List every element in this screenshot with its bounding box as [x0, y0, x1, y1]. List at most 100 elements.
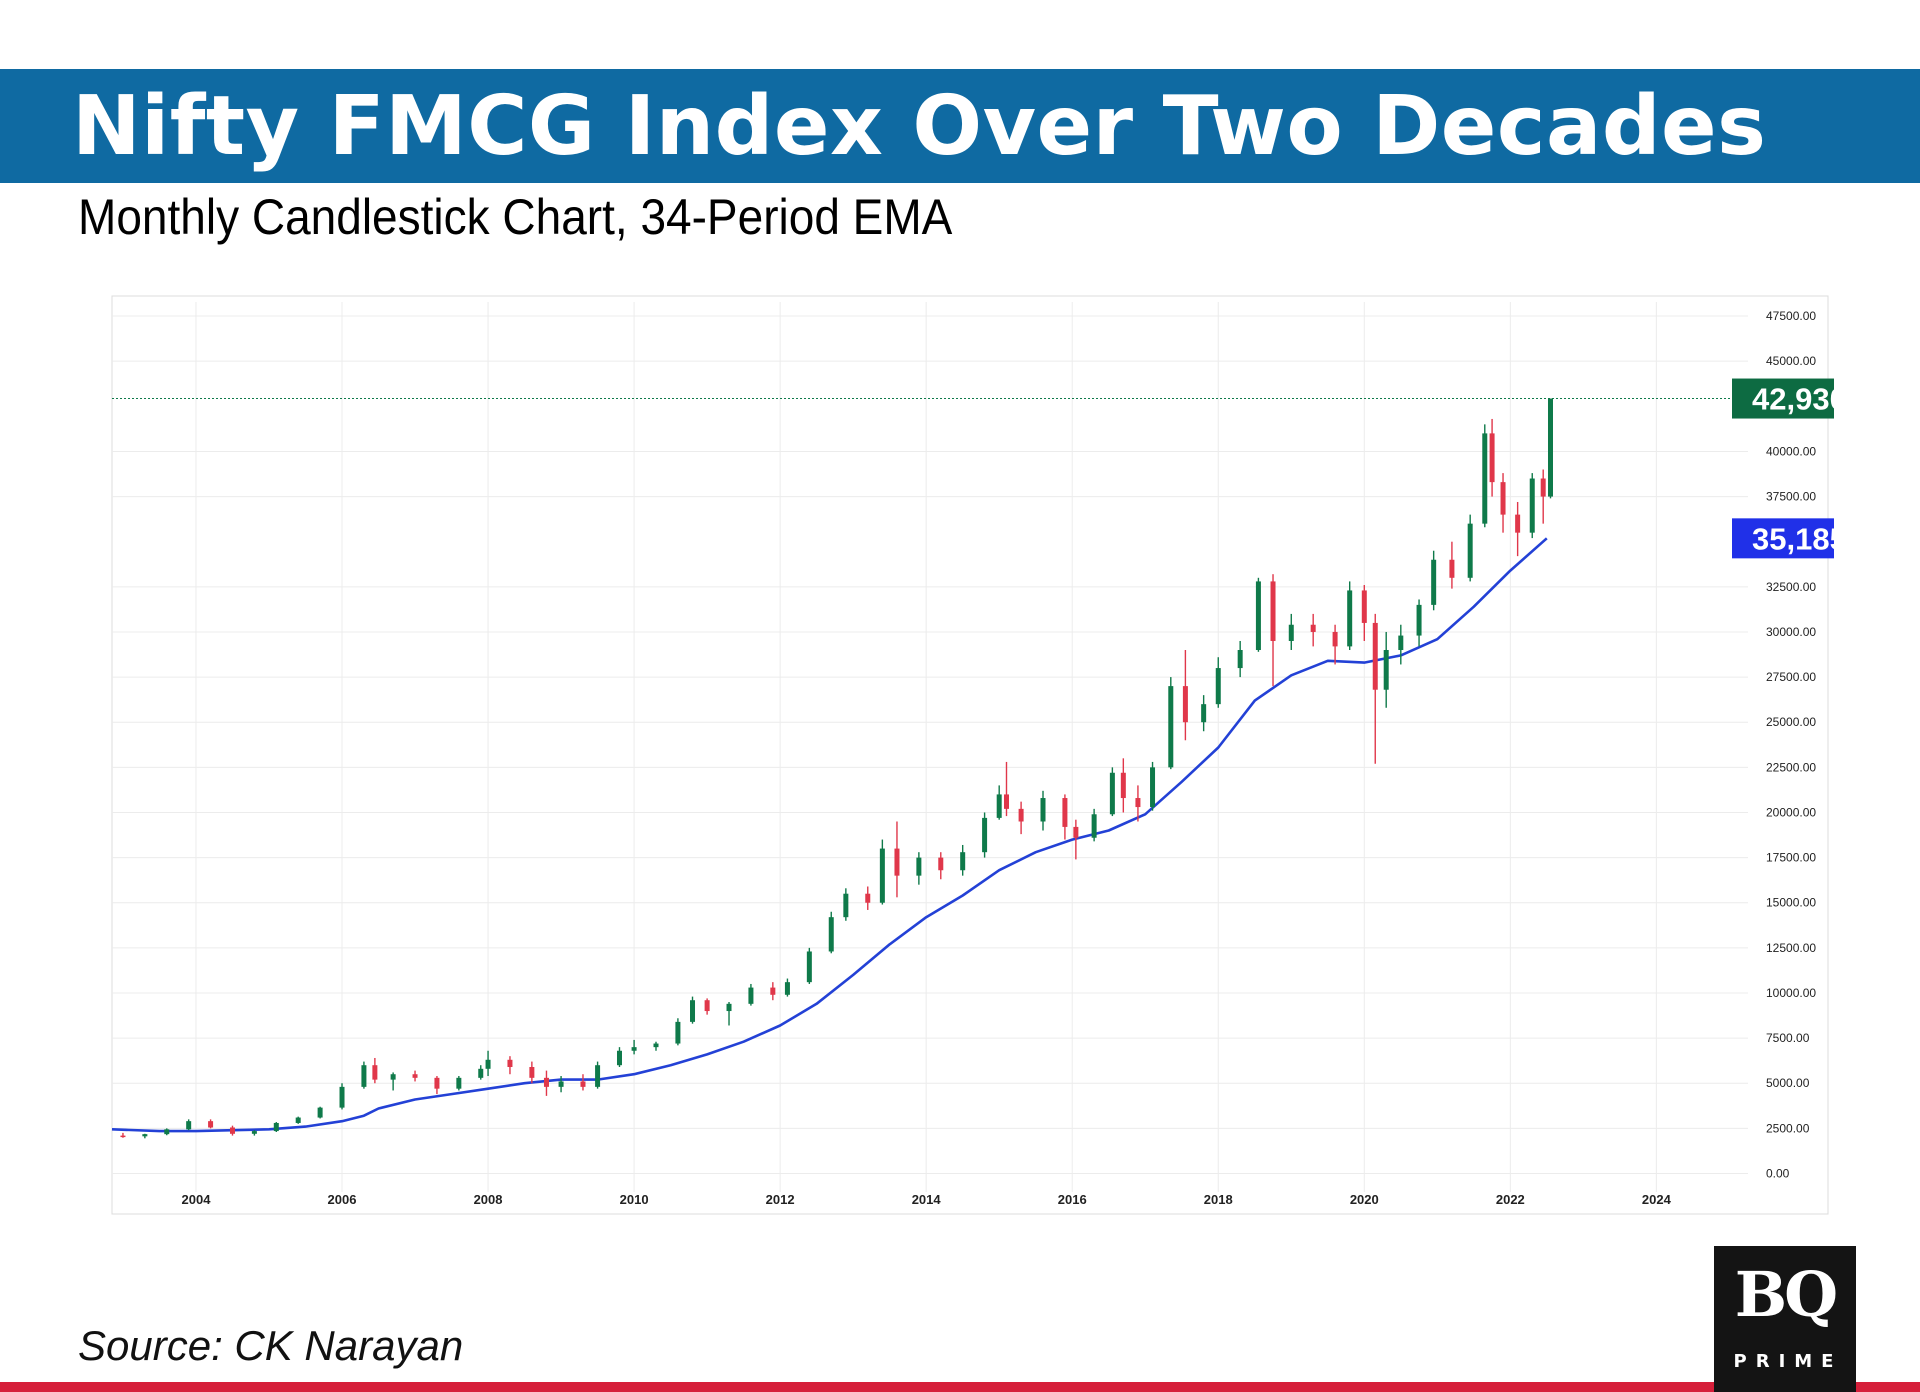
candle-body [916, 857, 922, 876]
candle-body [1332, 631, 1338, 647]
candle-body [1449, 559, 1455, 578]
candle-body [507, 1059, 513, 1068]
candle-body [295, 1117, 301, 1123]
candle-body [1372, 622, 1378, 690]
candle-body [1416, 604, 1422, 636]
y-tick-label: 17500.00 [1766, 851, 1816, 865]
y-tick-label: 45000.00 [1766, 354, 1816, 368]
chart-subtitle: Monthly Candlestick Chart, 34-Period EMA [78, 189, 953, 245]
candle-body [186, 1121, 192, 1130]
y-tick-label: 20000.00 [1766, 805, 1816, 819]
candle-body [251, 1131, 257, 1134]
candle-body [1237, 650, 1243, 669]
y-tick-label: 2500.00 [1766, 1121, 1810, 1135]
candle-body [1091, 814, 1097, 838]
ema-line [111, 537, 1548, 1133]
x-tick-label: 2014 [912, 1192, 942, 1207]
candle-body [229, 1127, 235, 1134]
candle-body [273, 1122, 279, 1132]
candle-body [1018, 808, 1024, 822]
candle-body [339, 1086, 345, 1108]
candle-body [938, 857, 944, 871]
candle-body [120, 1135, 126, 1138]
candle-body [1383, 650, 1389, 690]
candle-body [982, 817, 988, 853]
y-tick-label: 40000.00 [1766, 444, 1816, 458]
candle-body [894, 848, 900, 876]
candle-body [806, 951, 812, 983]
candle-body [1135, 798, 1141, 808]
candle-body [1288, 624, 1294, 641]
candle-body [879, 848, 885, 903]
candle-body [1040, 798, 1046, 822]
candle-body [1489, 433, 1495, 483]
bottom-rule [0, 1382, 1920, 1392]
y-tick-label: 7500.00 [1766, 1031, 1810, 1045]
candle-body [412, 1074, 418, 1078]
candle-body [164, 1129, 170, 1135]
x-tick-label: 2006 [328, 1192, 357, 1207]
x-tick-label: 2018 [1204, 1192, 1233, 1207]
candle-body [1310, 624, 1316, 632]
candle-body [1515, 514, 1521, 533]
candle-body [208, 1121, 214, 1128]
y-tick-label: 30000.00 [1766, 625, 1816, 639]
candle-body [1182, 686, 1188, 723]
candle-body [1073, 826, 1079, 838]
y-tick-label: 27500.00 [1766, 670, 1816, 684]
candle-body [960, 852, 966, 871]
x-tick-label: 2004 [182, 1192, 212, 1207]
bq-prime-logo: BQ PRIME [1714, 1246, 1856, 1392]
candle-body [390, 1074, 396, 1080]
x-tick-label: 2016 [1058, 1192, 1087, 1207]
candle-body [543, 1077, 549, 1087]
candle-body [1062, 798, 1068, 827]
candlestick-chart: 2004 2006 2008 2010 2012 2014 2016 2018 2020 2022… [111, 295, 1834, 1215]
candle-body [1540, 478, 1546, 497]
source-note: Source: CK Narayan [78, 1322, 464, 1369]
chart-area: 2004 2006 2008 2010 2012 2014 2016 2018 2020 2022… [110, 294, 1834, 1216]
chart-title: Nifty FMCG Index Over Two Decades [72, 79, 1767, 174]
candle-body [653, 1043, 659, 1048]
candle-body [1201, 704, 1207, 723]
y-tick-label: 37500.00 [1766, 490, 1816, 504]
ema-value-tag [1732, 518, 1834, 559]
candle-body [485, 1059, 491, 1069]
candle-body [1431, 559, 1437, 605]
candle-body [843, 893, 849, 918]
candle-body [1398, 635, 1404, 651]
candle-body [675, 1021, 681, 1044]
last-price-value: 42,930.90 [1752, 382, 1834, 417]
x-tick-label: 2012 [766, 1192, 795, 1207]
candle-body [1168, 686, 1174, 768]
candle-body [828, 917, 834, 952]
candle-body [456, 1077, 462, 1089]
y-tick-label: 32500.00 [1766, 580, 1816, 594]
y-tick-label: 47500.00 [1766, 309, 1816, 323]
candle-body [784, 982, 790, 995]
candle-body [1547, 398, 1553, 497]
last-price-tag [1732, 378, 1834, 419]
title-band [0, 69, 1920, 183]
y-tick-label: 5000.00 [1766, 1076, 1810, 1090]
candle-body [616, 1050, 622, 1066]
candle-body [361, 1065, 367, 1087]
x-tick-label: 2020 [1350, 1192, 1379, 1207]
y-tick-label: 22500.00 [1766, 760, 1816, 774]
candle-body [1255, 581, 1261, 651]
logo-subtitle: PRIME [1733, 1351, 1843, 1372]
candle-body [317, 1107, 323, 1118]
candle-body [558, 1081, 564, 1087]
candle-body [1500, 482, 1506, 515]
candle-body [1109, 772, 1115, 815]
logo-wordmark: BQ [1734, 1258, 1838, 1331]
candle-body [1467, 523, 1473, 578]
y-tick-label: 12500.00 [1766, 941, 1816, 955]
y-tick-label: 0.00 [1766, 1167, 1790, 1181]
candle-body [1361, 590, 1367, 623]
candle-body [726, 1003, 732, 1012]
candle-body [1482, 433, 1488, 524]
candle-body [142, 1134, 148, 1137]
candle-body [865, 893, 871, 903]
candle-body [770, 987, 776, 995]
